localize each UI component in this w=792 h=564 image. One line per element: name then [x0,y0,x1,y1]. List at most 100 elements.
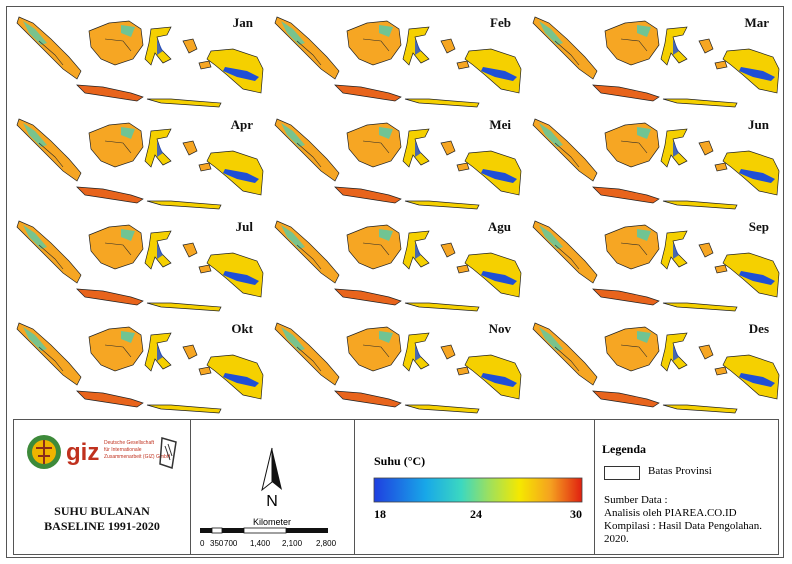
island-nusa-tenggara [404,404,480,414]
island-java [592,390,660,408]
island-kalimantan [346,326,402,372]
island-java [592,84,660,102]
map-panel-agu: Agu [269,213,525,313]
island-kalimantan [604,122,660,168]
island-nusa-tenggara [662,200,738,210]
svg-text:0: 0 [200,539,205,548]
svg-text:700: 700 [224,539,238,548]
month-label: Apr [230,117,253,132]
province-boundary-swatch [604,466,640,480]
map-panel-jun: Jun [527,111,783,211]
source-line-4: 2020. [604,533,629,545]
island-java [334,186,402,204]
month-label: Okt [231,321,253,336]
island-nusa-tenggara [404,200,480,210]
svg-text:24: 24 [470,507,482,521]
month-label: Des [748,321,769,336]
map-panel-jul: Jul [11,213,267,313]
island-kalimantan [88,20,144,66]
island-kalimantan [604,20,660,66]
svg-text:30: 30 [570,507,582,521]
island-java [76,186,144,204]
island-maluku [440,344,470,376]
island-kalimantan [346,20,402,66]
map-panel-mei: Mei [269,111,525,211]
island-maluku [182,140,212,172]
north-scale-cell: N Kilometer 0 350 700 1,400 2,100 2,800 [190,420,355,554]
map-panel-sep: Sep [527,213,783,313]
map-panel-feb: Feb [269,9,525,109]
island-nusa-tenggara [146,98,222,108]
island-maluku [698,38,728,70]
colorbar-title: Suhu (°C) [374,454,426,468]
island-nusa-tenggara [146,404,222,414]
svg-text:350: 350 [210,539,224,548]
month-label: Mei [489,117,511,132]
map-panel-nov: Nov [269,315,525,415]
island-kalimantan [604,224,660,270]
island-java [592,288,660,306]
map-panel-mar: Mar [527,9,783,109]
svg-text:18: 18 [374,507,386,521]
island-java [76,288,144,306]
island-kalimantan [346,122,402,168]
island-nusa-tenggara [662,98,738,108]
month-label: Mar [744,15,769,30]
svg-text:1,400: 1,400 [250,539,271,548]
island-java [76,390,144,408]
map-panel-jan: Jan [11,9,267,109]
island-kalimantan [604,326,660,372]
island-maluku [698,242,728,274]
map-panel-apr: Apr [11,111,267,211]
island-maluku [698,140,728,172]
island-java [334,288,402,306]
temperature-colorbar: 18 24 30 [373,477,583,521]
island-nusa-tenggara [146,200,222,210]
island-maluku [440,242,470,274]
giz-logo: giz Deutsche Gesellschaft für Internatio… [27,435,177,469]
north-arrow-icon: N [261,447,282,508]
svg-text:Kilometer: Kilometer [253,517,291,527]
svg-text:2,800: 2,800 [316,539,337,548]
source-line-2: Analisis oleh PIAREA.CO.ID [604,507,737,519]
month-label: Nov [488,321,511,336]
month-label: Jul [235,219,253,234]
month-label: Feb [490,15,511,30]
island-kalimantan [88,326,144,372]
island-java [334,390,402,408]
source-line-1: Sumber Data : [604,494,668,506]
svg-text:N: N [266,493,278,508]
map-layout-frame: Jan Feb Mar Apr Mei Jun Jul Agu Sep Okt Nov Des giz… [6,6,784,558]
island-kalimantan [88,224,144,270]
title-cell: giz Deutsche Gesellschaft für Internatio… [14,420,191,554]
svg-text:Deutsche Gesellschaft: Deutsche Gesellschaft [104,440,155,446]
island-java [592,186,660,204]
svg-text:Zusammenarbeit (GIZ) GmbH: Zusammenarbeit (GIZ) GmbH [104,454,171,460]
info-panel: giz Deutsche Gesellschaft für Internatio… [13,419,779,555]
island-java [76,84,144,102]
island-java [334,84,402,102]
monthly-maps-grid: Jan Feb Mar Apr Mei Jun Jul Agu Sep Okt Nov Des [7,7,783,417]
month-label: Sep [748,219,769,234]
svg-text:2,100: 2,100 [282,539,303,548]
island-maluku [440,38,470,70]
island-nusa-tenggara [404,302,480,312]
province-boundary-label: Batas Provinsi [648,465,712,477]
map-title-line2: BASELINE 1991-2020 [44,519,160,533]
island-maluku [182,344,212,376]
island-maluku [182,38,212,70]
source-line-3: Kompilasi : Hasil Data Pengolahan. [604,520,762,532]
island-nusa-tenggara [662,302,738,312]
colorbar-cell: Suhu (°C) 18 24 30 [354,420,595,554]
island-maluku [182,242,212,274]
island-kalimantan [346,224,402,270]
island-kalimantan [88,122,144,168]
month-label: Jan [232,15,253,30]
scale-bar: Kilometer 0 350 700 1,400 2,100 2,800 [200,517,337,548]
island-maluku [440,140,470,172]
map-panel-des: Des [527,315,783,415]
svg-text:giz: giz [66,439,99,466]
legend-cell: Legenda Batas Provinsi Sumber Data : Ana… [594,420,778,554]
svg-text:für Internationale: für Internationale [104,447,142,453]
map-title-line1: SUHU BULANAN [54,504,150,518]
